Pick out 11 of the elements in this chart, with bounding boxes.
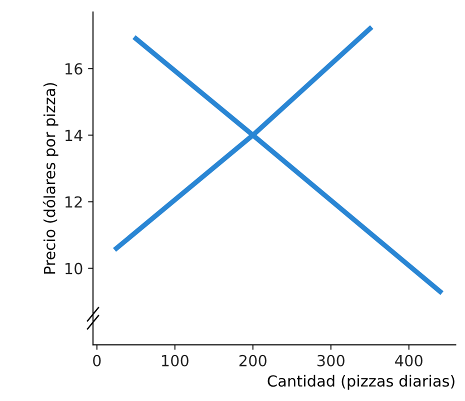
x-tick-label: 300	[317, 354, 344, 366]
y-tick-label: 14	[66, 130, 82, 141]
x-tick-label: 400	[395, 354, 422, 366]
x-tick-label: 0	[93, 354, 101, 366]
x-tick-label: 200	[239, 354, 266, 366]
x-axis-title: Cantidad (pizzas diarias)	[268, 374, 454, 390]
y-tick-label: 16	[66, 63, 82, 75]
x-tick-label: 100	[162, 354, 188, 366]
y-axis-title: Precio (dólares por pizza)	[42, 83, 58, 274]
y-tick-label: 10	[66, 262, 82, 274]
y-tick-label: 12	[66, 196, 82, 208]
